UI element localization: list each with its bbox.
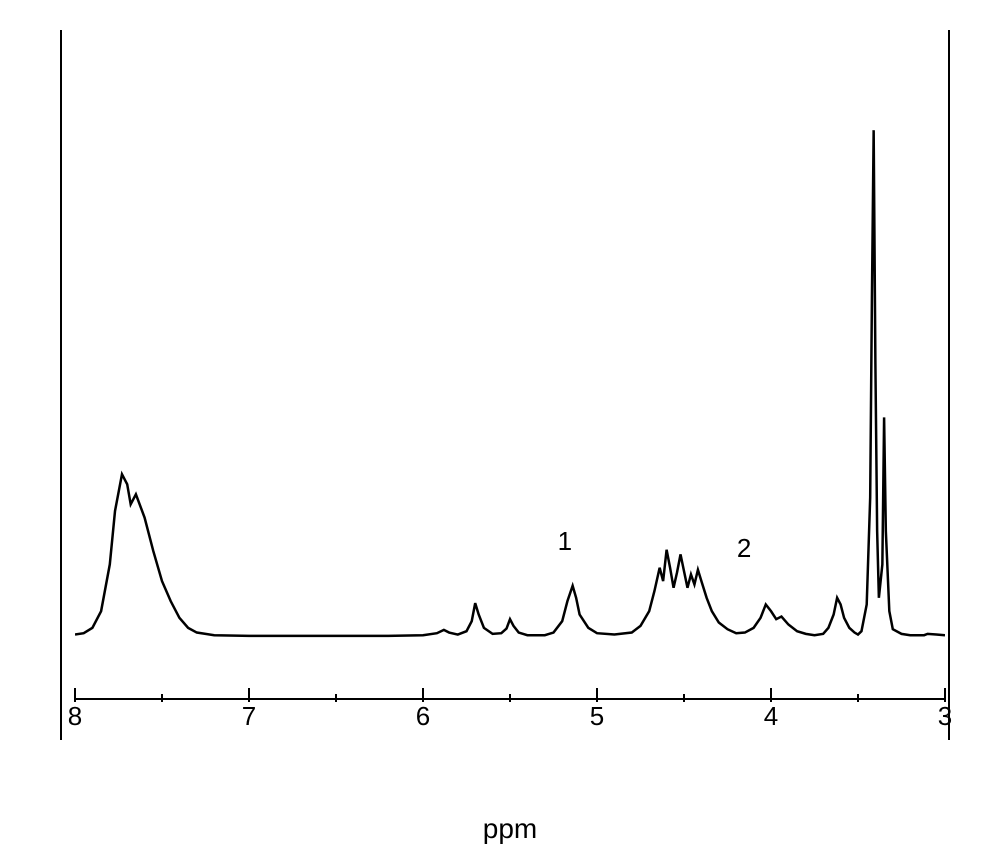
plot-area: 12 [75,30,945,700]
x-tick-label: 4 [764,701,778,732]
x-tick-major [596,688,598,702]
x-tick-label: 8 [68,701,82,732]
x-tick-label: 6 [416,701,430,732]
x-tick-major [770,688,772,702]
nmr-chart: 12 876543 ppm [60,30,950,750]
x-tick-major [248,688,250,702]
x-tick-label: 3 [938,701,952,732]
peak-label: 1 [558,526,572,557]
x-tick-major [944,688,946,702]
x-tick-minor [161,694,163,702]
peak-label: 2 [737,533,751,564]
x-tick-label: 7 [242,701,256,732]
x-tick-minor [683,694,685,702]
frame-right [948,30,950,740]
x-axis: 876543 ppm [75,700,945,750]
x-tick-minor [509,694,511,702]
frame-left [60,30,62,740]
x-tick-label: 5 [590,701,604,732]
x-tick-minor [335,694,337,702]
x-tick-minor [857,694,859,702]
x-tick-major [74,688,76,702]
x-tick-major [422,688,424,702]
spectrum-line [75,30,945,698]
x-axis-label: ppm [483,813,537,845]
